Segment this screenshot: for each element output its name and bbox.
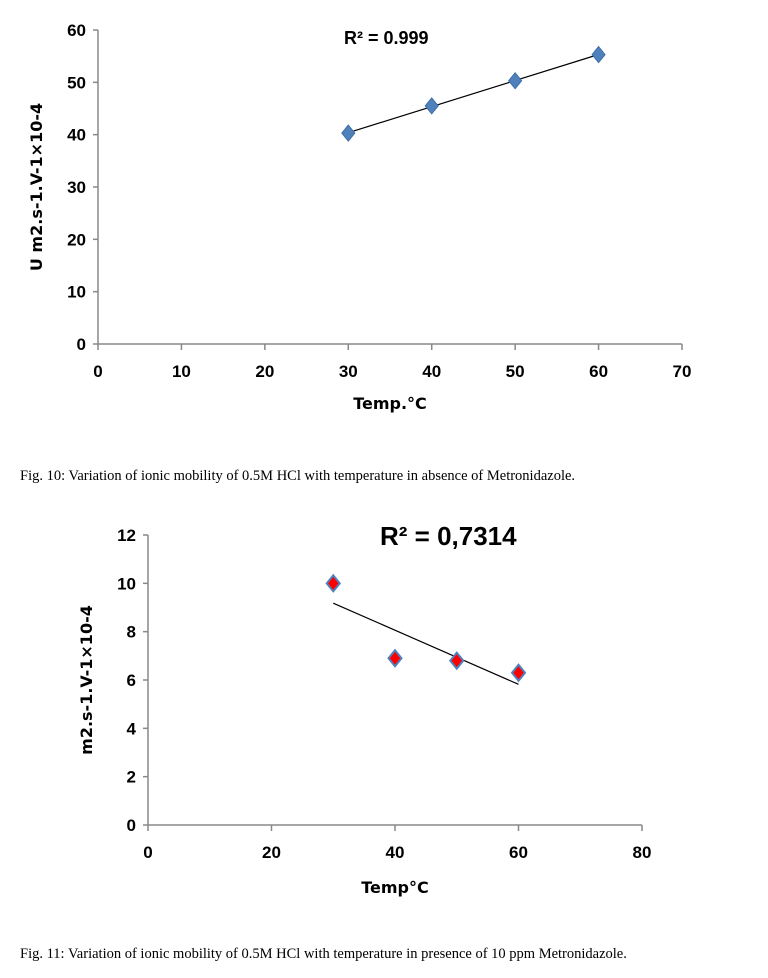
chart-fig11: 0 2 4 6 8 10 12 0 20 40 60 80 Temp°C m2.s-1.V-1×10-4 R…	[77, 521, 652, 897]
caption-fig11: Fig. 11: Variation of ionic mobility of …	[20, 946, 627, 962]
y-tick-label: 60	[67, 21, 86, 40]
data-point	[448, 651, 465, 671]
chart-fig10: 0 10 20 30 40 50 60 0 10 20 30 40 50 60 70 Temp.°C U m2.…	[27, 21, 692, 413]
y-tick-label: 50	[67, 73, 86, 92]
y-tick-label: 40	[67, 126, 86, 145]
trendline	[333, 602, 519, 685]
data-point	[507, 71, 523, 90]
y-tick-label: 4	[127, 719, 137, 738]
x-tick-label: 10	[172, 362, 191, 381]
x-tick-label: 60	[509, 843, 528, 862]
trendline	[348, 53, 599, 134]
data-point	[510, 663, 527, 683]
x-tick-label: 40	[422, 362, 441, 381]
x-axis-label: Temp.°C	[353, 394, 427, 413]
data-point	[325, 573, 342, 593]
data-point	[424, 97, 439, 115]
r-squared-annotation: R² = 0,7314	[380, 521, 517, 551]
y-axis-label: U m2.s-1.V-1×10-4	[27, 103, 46, 271]
y-tick-label: 30	[67, 178, 86, 197]
x-axis-label: Temp°C	[361, 878, 429, 897]
x-tick-label: 20	[255, 362, 274, 381]
caption-fig10: Fig. 10: Variation of ionic mobility of …	[20, 468, 576, 484]
x-tick-label: 0	[93, 362, 102, 381]
x-tick-label: 70	[673, 362, 692, 381]
y-tick-label: 2	[127, 768, 136, 787]
x-tick-label: 60	[589, 362, 608, 381]
y-tick-label: 10	[67, 283, 86, 302]
y-tick-label: 0	[127, 816, 136, 835]
x-tick-label: 20	[262, 843, 281, 862]
y-tick-label: 12	[117, 526, 136, 545]
data-point	[591, 45, 606, 64]
x-tick-label: 80	[633, 843, 652, 862]
r-squared-annotation: R² = 0.999	[344, 28, 429, 48]
x-tick-label: 30	[339, 362, 358, 381]
x-tick-label: 40	[386, 843, 405, 862]
y-axis-label: m2.s-1.V-1×10-4	[77, 605, 96, 755]
y-tick-label: 0	[77, 335, 86, 354]
y-tick-label: 8	[127, 623, 136, 642]
y-tick-label: 10	[117, 574, 136, 593]
data-point	[387, 648, 403, 668]
x-tick-label: 0	[143, 843, 152, 862]
y-tick-label: 20	[67, 230, 86, 249]
data-point	[341, 124, 356, 142]
y-tick-label: 6	[127, 671, 136, 690]
x-tick-label: 50	[506, 362, 525, 381]
